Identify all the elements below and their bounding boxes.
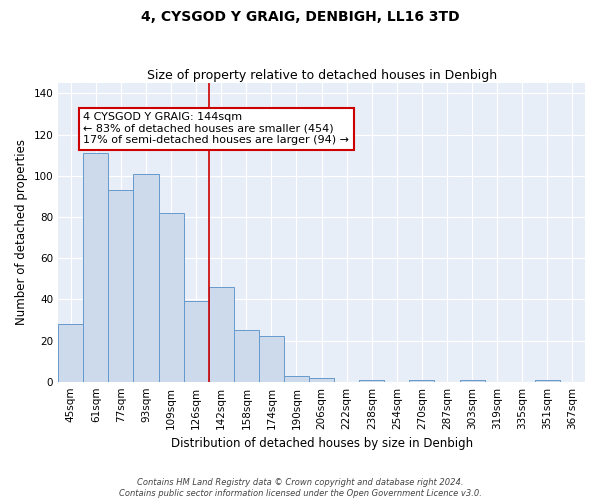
Bar [259,336,284,382]
Title: Size of property relative to detached houses in Denbigh: Size of property relative to detached ho… [146,69,497,82]
Bar [58,324,83,382]
Bar [409,380,434,382]
X-axis label: Distribution of detached houses by size in Denbigh: Distribution of detached houses by size … [170,437,473,450]
Bar [133,174,158,382]
Bar [284,376,309,382]
Bar [309,378,334,382]
Bar [234,330,259,382]
Y-axis label: Number of detached properties: Number of detached properties [15,140,28,326]
Bar [184,302,209,382]
Text: Contains HM Land Registry data © Crown copyright and database right 2024.
Contai: Contains HM Land Registry data © Crown c… [119,478,481,498]
Bar [209,287,234,382]
Bar [535,380,560,382]
Bar [109,190,133,382]
Bar [359,380,385,382]
Bar [158,213,184,382]
Bar [460,380,485,382]
Text: 4, CYSGOD Y GRAIG, DENBIGH, LL16 3TD: 4, CYSGOD Y GRAIG, DENBIGH, LL16 3TD [140,10,460,24]
Bar [83,153,109,382]
Text: 4 CYSGOD Y GRAIG: 144sqm
← 83% of detached houses are smaller (454)
17% of semi-: 4 CYSGOD Y GRAIG: 144sqm ← 83% of detach… [83,112,349,145]
